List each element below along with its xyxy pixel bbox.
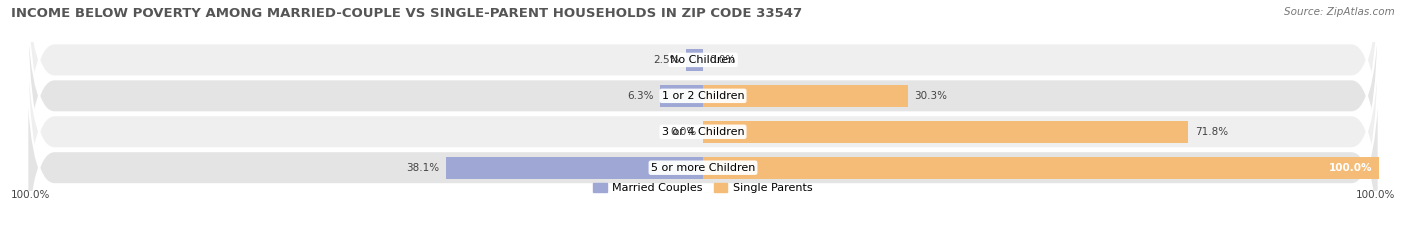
Bar [446,157,703,179]
Text: 0.0%: 0.0% [710,55,735,65]
Text: 2.5%: 2.5% [652,55,679,65]
Text: 38.1%: 38.1% [406,163,439,173]
Text: 100.0%: 100.0% [1329,163,1372,173]
Text: 30.3%: 30.3% [914,91,948,101]
Text: INCOME BELOW POVERTY AMONG MARRIED-COUPLE VS SINGLE-PARENT HOUSEHOLDS IN ZIP COD: INCOME BELOW POVERTY AMONG MARRIED-COUPL… [11,7,803,20]
Text: 5 or more Children: 5 or more Children [651,163,755,173]
Text: 1 or 2 Children: 1 or 2 Children [662,91,744,101]
Text: 100.0%: 100.0% [10,190,49,200]
Text: 3 or 4 Children: 3 or 4 Children [662,127,744,137]
Bar [703,157,1379,179]
Bar [703,121,1188,143]
Text: 0.0%: 0.0% [671,127,696,137]
FancyBboxPatch shape [27,5,1379,233]
Text: 6.3%: 6.3% [627,91,654,101]
Bar [661,85,703,107]
FancyBboxPatch shape [27,0,1379,223]
FancyBboxPatch shape [27,41,1379,233]
Text: Source: ZipAtlas.com: Source: ZipAtlas.com [1284,7,1395,17]
Legend: Married Couples, Single Parents: Married Couples, Single Parents [589,178,817,197]
Bar [703,85,908,107]
FancyBboxPatch shape [27,0,1379,187]
Text: 71.8%: 71.8% [1195,127,1227,137]
Text: No Children: No Children [671,55,735,65]
Text: 100.0%: 100.0% [1357,190,1396,200]
Bar [686,49,703,71]
